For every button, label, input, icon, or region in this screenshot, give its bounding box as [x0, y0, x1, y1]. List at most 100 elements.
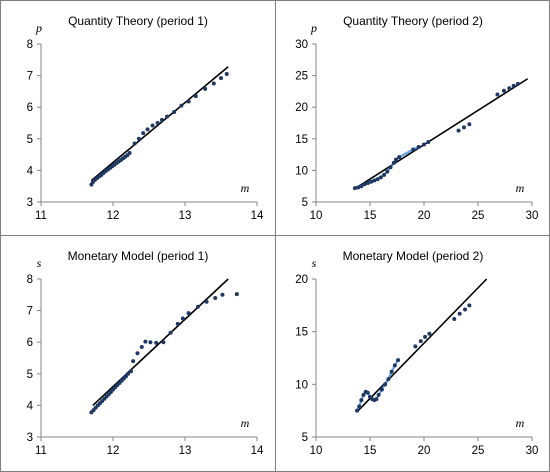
data-point: [393, 157, 398, 162]
data-point: [507, 86, 512, 91]
x-axis-label: m: [516, 181, 525, 195]
y-tick-label: 5: [302, 432, 308, 444]
x-tick-label: 10: [310, 445, 323, 457]
y-tick-label: 3: [27, 197, 33, 209]
data-point: [356, 185, 361, 190]
data-point: [172, 109, 177, 114]
data-point: [145, 127, 150, 132]
data-point: [422, 142, 426, 147]
cluster-trace: [356, 359, 400, 412]
data-point: [126, 371, 131, 376]
data-point: [352, 186, 357, 191]
y-tick-label: 7: [27, 71, 33, 83]
data-point: [515, 81, 520, 86]
data-point: [234, 292, 239, 297]
chart-quantity-theory-period-1: 11 12 13 14 3 4 5 6 7 8 p m Quantity Theory (period…: [1, 1, 275, 236]
x-tick-label: 12: [107, 210, 120, 222]
data-point: [129, 369, 133, 374]
data-point: [361, 392, 366, 397]
chart-title: Quantity Theory (period 2): [343, 14, 483, 28]
data-point: [159, 117, 164, 122]
chart-monetary-model-period-2: 10 15 20 25 30 5 10 15 20 s m Monetary Model (peri…: [276, 236, 550, 471]
y-tick-label: 8: [27, 39, 33, 51]
x-tick-label: 11: [35, 445, 47, 457]
data-point: [397, 155, 402, 160]
data-point: [423, 334, 428, 339]
data-point: [186, 99, 191, 104]
data-point: [375, 177, 380, 182]
data-point: [175, 321, 180, 326]
y-tick-label: 3: [27, 432, 33, 444]
y-tick-label: 25: [295, 71, 308, 83]
x-tick-label: 25: [472, 210, 485, 222]
y-tick-label: 5: [27, 134, 33, 146]
data-point: [359, 184, 364, 189]
data-point: [186, 311, 191, 316]
data-point: [391, 160, 396, 165]
data-point: [392, 363, 397, 368]
y-tick-label: 10: [295, 379, 308, 391]
data-point: [150, 123, 155, 128]
chart-title: Quantity Theory (period 1): [68, 14, 208, 28]
data-point: [379, 387, 384, 392]
data-point: [203, 86, 208, 91]
data-point: [139, 344, 144, 349]
y-tick-label: 6: [27, 102, 33, 114]
y-tick-label: 10: [295, 165, 308, 177]
x-tick-label: 20: [418, 210, 431, 222]
data-point: [413, 344, 418, 349]
data-point: [388, 165, 393, 170]
data-point: [135, 351, 140, 356]
data-point: [378, 175, 383, 180]
data-point: [168, 330, 173, 335]
data-point: [365, 390, 370, 395]
data-point: [193, 94, 198, 99]
data-point: [467, 303, 472, 308]
data-point: [376, 392, 381, 397]
data-point: [416, 145, 421, 150]
y-axis-label: s: [312, 256, 317, 270]
y-tick-label: 15: [295, 327, 308, 339]
data-point: [204, 299, 209, 304]
x-tick-label: 25: [472, 445, 485, 457]
panel-divider-horizontal: [1, 235, 549, 236]
data-point: [359, 398, 364, 403]
data-point: [383, 382, 388, 387]
x-tick-label: 15: [364, 445, 377, 457]
data-point: [127, 151, 132, 156]
data-point: [195, 304, 200, 309]
data-point: [155, 121, 160, 125]
y-tick-label: 5: [302, 197, 308, 209]
data-point: [224, 72, 229, 77]
fit-line: [92, 278, 229, 406]
data-point: [374, 397, 379, 402]
data-point: [386, 377, 391, 382]
chart-title: Monetary Model (period 2): [342, 249, 484, 263]
data-point: [396, 358, 401, 363]
data-point: [389, 369, 394, 374]
data-point: [369, 179, 374, 184]
x-axis-label: m: [516, 416, 525, 430]
y-tick-label: 5: [27, 369, 33, 381]
data-point: [357, 404, 362, 409]
data-point: [161, 340, 166, 345]
data-point: [211, 81, 216, 86]
x-tick-label: 14: [251, 445, 264, 457]
chart-title: Monetary Model (period 1): [67, 249, 209, 263]
x-tick-label: 12: [107, 445, 120, 457]
x-tick-label: 20: [418, 445, 431, 457]
data-point: [154, 340, 159, 345]
data-point: [179, 103, 184, 108]
x-axis-label: m: [241, 181, 250, 195]
y-tick-label: 20: [295, 274, 308, 286]
data-point: [463, 307, 468, 312]
chart-svg: 11 12 13 14 3 4 5 6 7 8s m: [27, 256, 264, 457]
data-point: [426, 139, 431, 144]
data-point: [411, 147, 416, 152]
x-tick-label: 11: [35, 210, 47, 222]
data-point: [501, 88, 506, 93]
y-tick-label: 4: [27, 400, 34, 412]
